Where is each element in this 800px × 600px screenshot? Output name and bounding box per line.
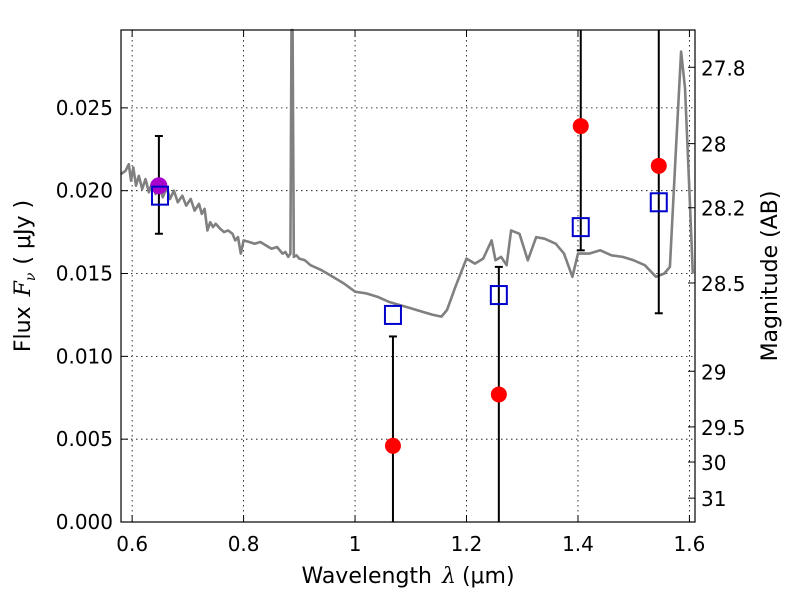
x-tick-label: 1.2 [451, 532, 483, 556]
x-axis-ticks: 0.6 0.8 1 1.2 1.4 1.6 [116, 30, 705, 556]
y-tick-label: 0.025 [56, 96, 113, 120]
observed-flux-point [490, 386, 507, 403]
y-axis-label-unit: ( μJy ) [11, 200, 36, 265]
x-axis-label-text: Wavelength [301, 564, 432, 589]
y-axis-label-subscript: ν [23, 272, 39, 281]
y-axis-label-text: Flux [11, 306, 36, 352]
observed-flux-point [384, 437, 401, 454]
model-photometry-square [151, 185, 170, 206]
y-tick-label: 0.005 [56, 427, 113, 451]
x-tick-label: 0.8 [228, 532, 260, 556]
marker-layer [150, 118, 668, 454]
model-spectrum-line [120, 28, 695, 318]
observed-flux-point [572, 118, 589, 135]
grid [121, 30, 695, 523]
plot-frame [120, 29, 696, 523]
y2-axis-label: Magnitude (AB) [758, 191, 783, 362]
y2-tick-label: 30 [701, 451, 726, 475]
y-axis-label: Flux Fν ( μJy ) [11, 200, 39, 352]
model-photometry-square [649, 192, 668, 213]
x-axis-label-unit: (μm) [462, 564, 515, 589]
observed-flux-point [650, 157, 667, 174]
x-axis-label: Wavelength λ (μm) [301, 564, 514, 589]
y-tick-label: 0.015 [56, 262, 113, 286]
x-tick-label: 1.6 [674, 532, 706, 556]
x-tick-label: 1 [349, 532, 362, 556]
y2-axis-ticks: 27.8 28 28.2 28.5 29 29.5 30 31 [688, 56, 746, 511]
y2-tick-label: 27.8 [701, 56, 746, 80]
y-tick-label: 0.010 [56, 344, 113, 368]
y-tick-label: 0.000 [56, 510, 113, 534]
model-photometry-square [383, 304, 402, 325]
errorbar-layer [154, 30, 663, 522]
y-axis-label-symbol: F [11, 280, 36, 297]
y2-tick-label: 28.5 [701, 272, 746, 296]
y2-tick-label: 29 [701, 360, 726, 384]
y-axis-ticks: 0.000 0.005 0.010 0.015 0.020 0.025 [56, 96, 128, 534]
y2-tick-label: 28.2 [701, 197, 746, 221]
model-photometry-square [571, 217, 590, 238]
model-photometry-square [489, 285, 508, 306]
y2-tick-label: 31 [701, 487, 726, 511]
spectrum-layer [120, 28, 695, 318]
x-axis-label-symbol: λ [441, 564, 456, 589]
y2-tick-label: 28 [701, 133, 726, 157]
x-tick-label: 1.4 [562, 532, 594, 556]
y2-tick-label: 29.5 [701, 416, 746, 440]
x-tick-label: 0.6 [116, 532, 148, 556]
y-tick-label: 0.020 [56, 179, 113, 203]
